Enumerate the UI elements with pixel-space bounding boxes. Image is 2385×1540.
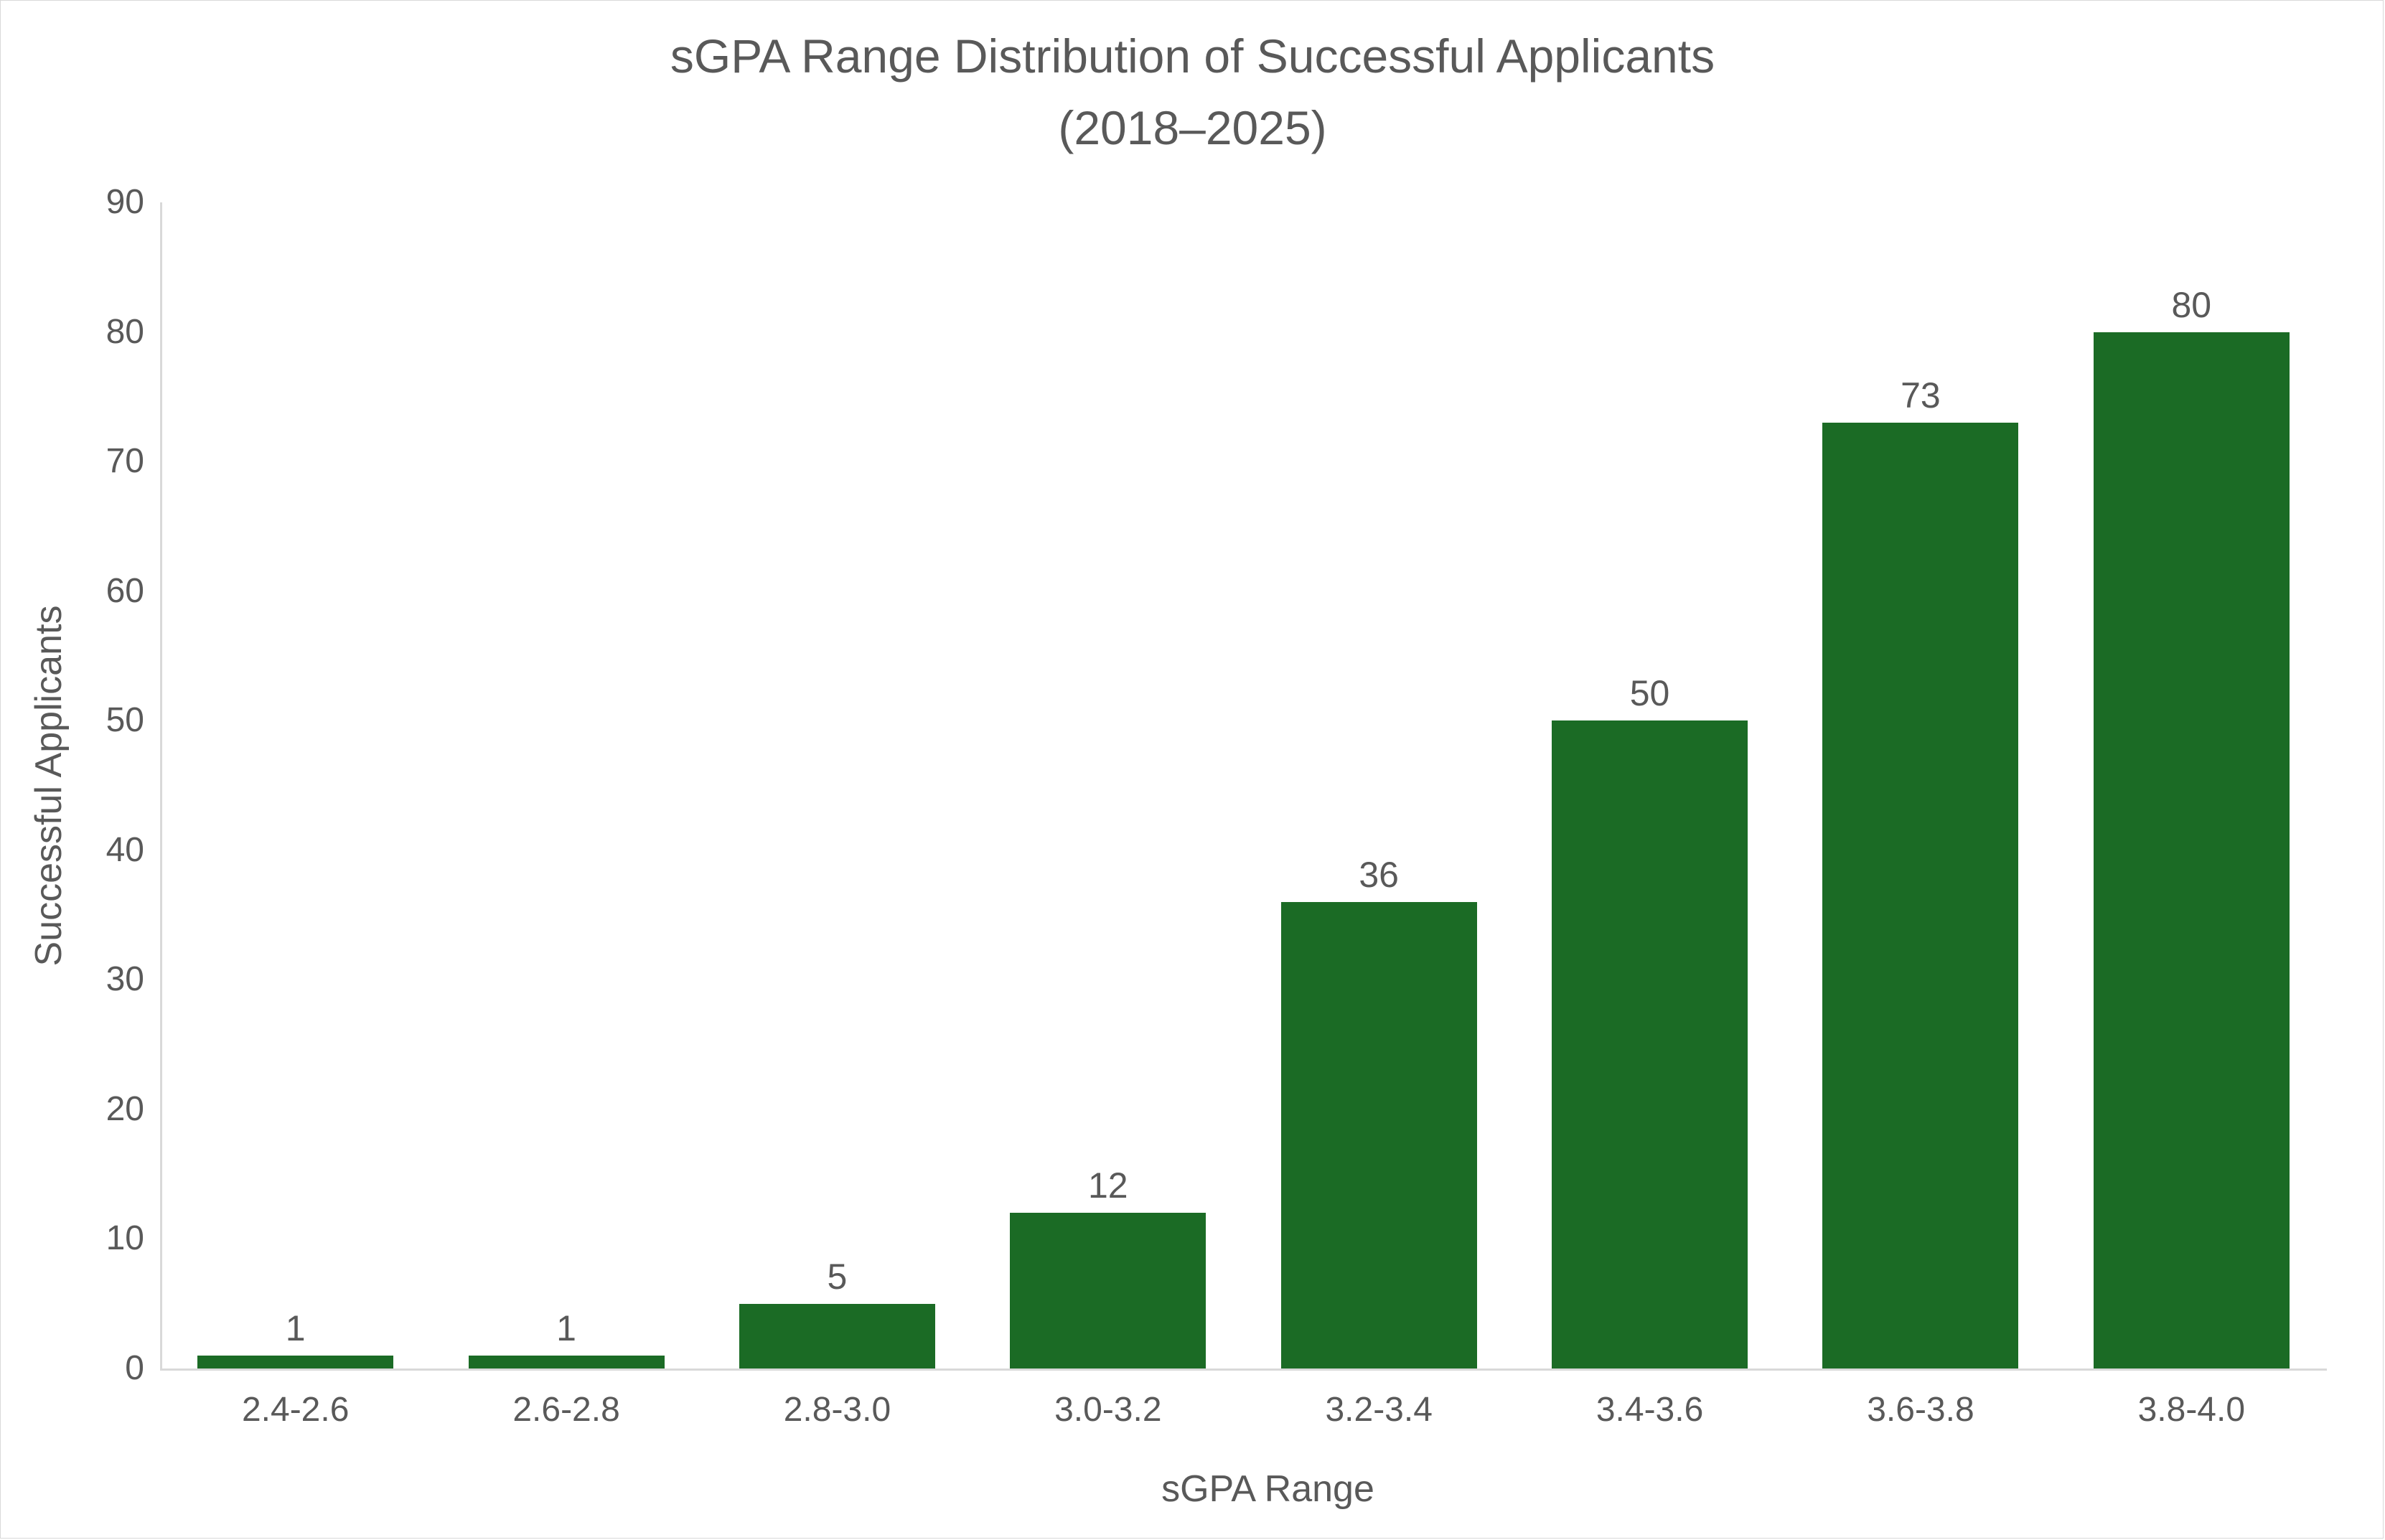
y-axis-line <box>160 202 162 1371</box>
bar-value-label: 80 <box>2171 284 2212 325</box>
y-tick-label: 0 <box>125 1349 144 1387</box>
bar-3.2-3.4 <box>1280 902 1477 1368</box>
bar-value-label: 36 <box>1359 855 1399 895</box>
y-tick-label: 20 <box>106 1089 144 1128</box>
y-tick-label: 10 <box>106 1219 144 1258</box>
y-tick-label: 70 <box>106 442 144 481</box>
x-tick-label: 3.8-4.0 <box>2137 1391 2246 1429</box>
y-tick-label: 90 <box>106 183 144 221</box>
y-tick-label: 80 <box>106 312 144 351</box>
y-tick-label: 60 <box>106 571 144 610</box>
bar-2.6-2.8 <box>468 1355 665 1368</box>
bar-value-label: 5 <box>827 1256 848 1297</box>
x-tick-label: 3.0-3.2 <box>1054 1391 1162 1429</box>
chart-title: sGPA Range Distribution of Successful Ap… <box>670 29 1715 83</box>
bar-2.4-2.6 <box>197 1355 394 1368</box>
plot-area: 0 10 20 30 40 50 60 70 80 90 1 2.4-2.6 1 2.6-2.8 5 2.8-… <box>106 183 2327 1429</box>
x-tick-label: 2.8-3.0 <box>783 1391 891 1429</box>
bar-value-label: 12 <box>1088 1165 1128 1206</box>
x-axis-line <box>160 1368 2327 1371</box>
bar-value-label: 1 <box>285 1307 306 1348</box>
bar-value-label: 73 <box>1901 375 1941 415</box>
x-tick-label: 3.4-3.6 <box>1596 1391 1704 1429</box>
x-tick-label: 2.4-2.6 <box>241 1391 350 1429</box>
bar-value-label: 50 <box>1629 673 1670 714</box>
bar-value-label: 1 <box>556 1307 576 1348</box>
bar-3.0-3.2 <box>1010 1213 1206 1368</box>
x-tick-label: 2.6-2.8 <box>512 1391 620 1429</box>
bar-3.8-4.0 <box>2093 332 2290 1368</box>
x-tick-label: 3.6-3.8 <box>1867 1391 1974 1429</box>
bar-3.4-3.6 <box>1552 720 1748 1368</box>
x-axis-title: sGPA Range <box>1161 1468 1374 1510</box>
y-tick-label: 30 <box>106 960 144 999</box>
chart-subtitle: (2018–2025) <box>1058 101 1327 154</box>
x-tick-label: 3.2-3.4 <box>1325 1391 1433 1429</box>
bar-2.8-3.0 <box>739 1303 935 1368</box>
y-axis-title: Successful Applicants <box>28 605 70 967</box>
y-tick-label: 50 <box>106 701 144 740</box>
y-tick-label: 40 <box>106 830 144 869</box>
bar-3.6-3.8 <box>1822 422 2019 1368</box>
